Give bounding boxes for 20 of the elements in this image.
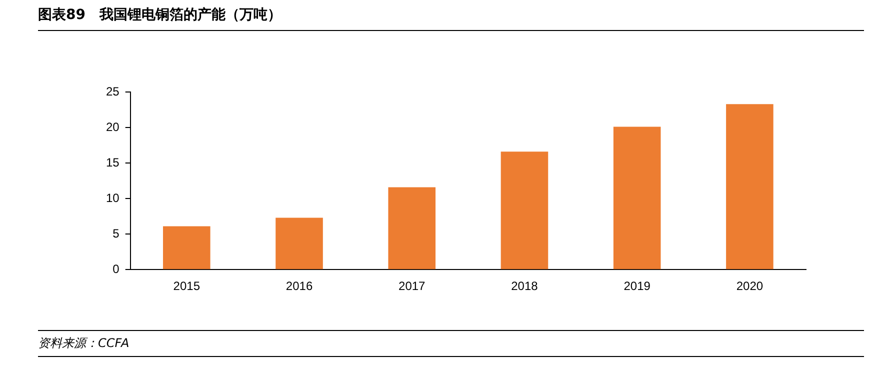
x-tick-label: 2018 — [511, 279, 538, 294]
y-tick-label: 25 — [106, 84, 120, 98]
x-tick-label: 2017 — [398, 279, 426, 294]
bar — [388, 187, 436, 270]
bar — [276, 218, 323, 270]
x-tick-label: 2019 — [624, 279, 651, 294]
y-tick-label: 0 — [112, 262, 120, 276]
bar — [726, 104, 774, 270]
x-tick-label: 2016 — [286, 279, 313, 294]
chart-title: 图表89 我国锂电铜箔的产能（万吨） — [38, 6, 864, 31]
y-tick-label: 20 — [106, 120, 120, 134]
text: 资料来源：CCFA — [38, 330, 864, 357]
bar — [163, 226, 210, 270]
bar — [613, 126, 661, 270]
y-tick-label: 15 — [106, 155, 120, 170]
x-tick-label: 2020 — [736, 279, 764, 294]
x-tick-label: 2015 — [173, 279, 200, 294]
y-tick-label: 5 — [112, 226, 120, 240]
y-tick-label: 10 — [106, 190, 120, 205]
bar — [500, 152, 548, 270]
